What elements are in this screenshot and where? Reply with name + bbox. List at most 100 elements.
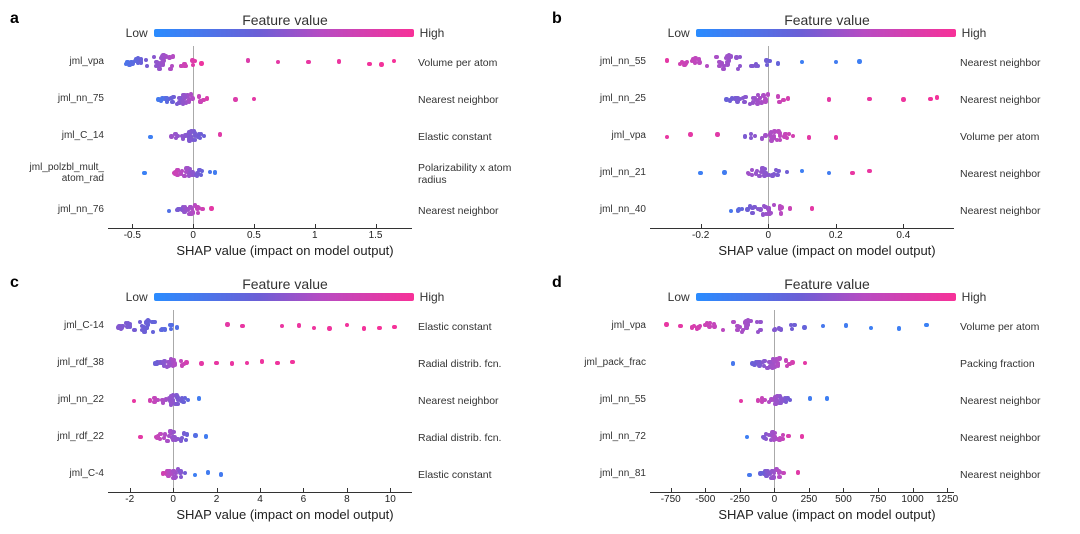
panel-b: bFeature valueLow Highjml_nn_55jml_nn_25…	[552, 12, 1070, 258]
shap-dot	[188, 205, 192, 209]
shap-dot	[160, 60, 164, 64]
shap-dot	[745, 435, 749, 439]
shap-dot	[778, 131, 782, 135]
shap-dot	[180, 363, 184, 367]
shap-dot	[132, 328, 136, 332]
feature-desc-label: Nearest neighbor	[960, 428, 1070, 448]
shap-dot	[690, 325, 694, 329]
shap-dot	[722, 170, 726, 174]
shap-dot	[781, 433, 785, 437]
shap-dot	[802, 325, 806, 329]
xtick-label: 500	[835, 494, 852, 505]
shap-dot	[774, 168, 778, 172]
xtick-label: 0.4	[896, 230, 910, 241]
shap-dot	[367, 62, 371, 66]
shap-dot	[191, 63, 195, 67]
shap-dot	[173, 363, 177, 367]
shap-dot	[901, 97, 905, 101]
xtick-label: 0.2	[829, 230, 843, 241]
shap-dot	[792, 323, 796, 327]
colorbar-low-label: Low	[668, 26, 690, 40]
shap-dot	[199, 61, 203, 65]
shap-dot	[169, 400, 173, 404]
xtick-label: 0	[772, 494, 778, 505]
shap-dot	[138, 435, 142, 439]
shap-dot	[202, 134, 206, 138]
shap-dot	[213, 170, 217, 174]
shap-dot	[781, 98, 785, 102]
shap-dot	[746, 171, 750, 175]
shap-dot	[755, 101, 759, 105]
xtick-label: 10	[385, 494, 396, 505]
xaxis-label: SHAP value (impact on model output)	[584, 243, 1070, 258]
feature-desc-label: Radial distrib. fcn.	[418, 428, 528, 448]
shap-dot	[327, 326, 331, 330]
shap-dot	[697, 57, 701, 61]
shap-dot	[193, 433, 197, 437]
colorbar-high-label: High	[420, 290, 445, 304]
shap-dot	[760, 166, 764, 170]
shap-dot	[770, 469, 774, 473]
shap-dot	[169, 134, 173, 138]
shap-dot	[172, 475, 176, 479]
shap-dot	[246, 58, 250, 62]
colorbar: Low High	[584, 290, 1070, 304]
beeswarm-plot: -750-500-250025050075010001250	[650, 308, 954, 493]
feature-desc-label: Radial distrib. fcn.	[418, 354, 528, 374]
feature-id-label: jml_C-4	[10, 465, 104, 485]
feature-descriptions: Volume per atomNearest neighborElastic c…	[412, 44, 528, 229]
feature-ids: jml_vpajml_nn_75jml_C_14jml_polzbl_mult_…	[10, 44, 108, 229]
plot-area: jml_C-14jml_rdf_38jml_nn_22jml_rdf_22jml…	[10, 308, 528, 493]
shap-dot	[765, 366, 769, 370]
shap-dot	[233, 97, 237, 101]
shap-dot	[742, 100, 746, 104]
shap-dot	[197, 396, 201, 400]
shap-dot	[821, 324, 825, 328]
feature-id-label: jml_vpa	[552, 127, 646, 147]
shap-dot	[850, 171, 854, 175]
xtick-label: -500	[695, 494, 715, 505]
shap-dot	[796, 470, 800, 474]
shap-dot	[275, 361, 279, 365]
shap-dot	[740, 330, 744, 334]
xtick-label: 0	[765, 230, 771, 241]
xtick-label: -0.5	[124, 230, 141, 241]
shap-dot	[776, 61, 780, 65]
shap-dot	[715, 132, 719, 136]
feature-desc-label: Nearest neighbor	[960, 90, 1070, 110]
shap-dot	[745, 207, 749, 211]
xaxis-label: SHAP value (impact on model output)	[42, 507, 528, 522]
shap-dot	[729, 209, 733, 213]
shap-dot	[747, 473, 751, 477]
shap-dot	[182, 93, 186, 97]
beeswarm-plot: -0.500.511.5	[108, 44, 412, 229]
xtick-label: 8	[344, 494, 350, 505]
shap-dot	[738, 64, 742, 68]
shap-dot	[769, 397, 773, 401]
shap-dot	[758, 471, 762, 475]
shap-dot	[219, 472, 223, 476]
shap-dot	[771, 475, 775, 479]
feature-desc-label: Packing fraction	[960, 354, 1070, 374]
shap-dot	[191, 210, 195, 214]
shap-dot	[190, 96, 194, 100]
feature-descriptions: Volume per atomPacking fractionNearest n…	[954, 308, 1070, 493]
plot-area: jml_vpajml_pack_fracjml_nn_55jml_nn_72jm…	[552, 308, 1070, 493]
shap-dot	[164, 54, 168, 58]
feature-id-label: jml_C-14	[10, 317, 104, 337]
xtick-label: -0.2	[692, 230, 709, 241]
xtick-label: 250	[801, 494, 818, 505]
shap-dot	[778, 206, 782, 210]
shap-dot	[664, 322, 668, 326]
feature-id-label: jml_nn_75	[10, 90, 104, 110]
shap-dot	[175, 395, 179, 399]
shap-dot	[208, 170, 212, 174]
xtick-label: 1000	[901, 494, 923, 505]
shap-dot	[206, 470, 210, 474]
shap-dot	[678, 324, 682, 328]
shap-dot	[209, 206, 213, 210]
shap-dot	[199, 361, 203, 365]
shap-dot	[754, 171, 758, 175]
colorbar-gradient	[154, 29, 414, 37]
shap-dot	[682, 63, 686, 67]
